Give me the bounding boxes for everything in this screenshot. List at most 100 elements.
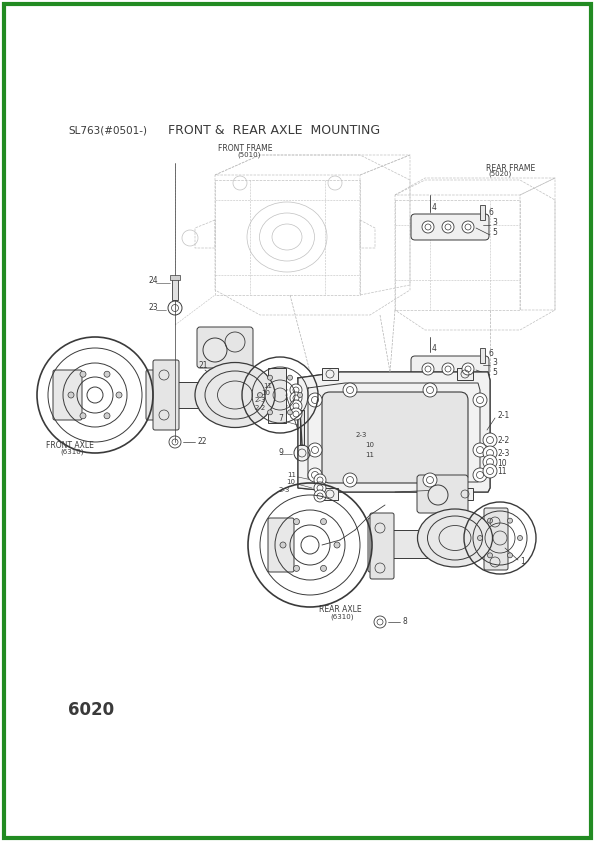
FancyBboxPatch shape bbox=[370, 513, 394, 579]
Circle shape bbox=[473, 393, 487, 407]
Circle shape bbox=[462, 221, 474, 233]
Text: 2-1: 2-1 bbox=[497, 411, 509, 419]
Bar bbox=[172, 278, 178, 300]
Text: (6310): (6310) bbox=[60, 449, 84, 456]
Bar bbox=[480, 348, 485, 363]
Circle shape bbox=[287, 410, 293, 415]
FancyBboxPatch shape bbox=[484, 508, 508, 570]
Text: 6: 6 bbox=[488, 207, 493, 216]
Circle shape bbox=[422, 363, 434, 375]
Text: 2-3: 2-3 bbox=[255, 397, 266, 403]
Ellipse shape bbox=[418, 509, 493, 567]
Circle shape bbox=[287, 376, 293, 381]
Circle shape bbox=[334, 542, 340, 548]
Circle shape bbox=[80, 371, 86, 377]
Bar bbox=[457, 368, 473, 380]
Text: 3: 3 bbox=[492, 358, 497, 366]
Text: 22: 22 bbox=[197, 436, 206, 445]
Text: 10: 10 bbox=[261, 390, 270, 396]
Text: 1: 1 bbox=[520, 557, 525, 567]
FancyBboxPatch shape bbox=[268, 518, 294, 572]
Bar bbox=[457, 488, 473, 500]
Text: FRONT AXLE: FRONT AXLE bbox=[46, 440, 94, 450]
Circle shape bbox=[314, 482, 326, 494]
Text: 9: 9 bbox=[278, 447, 283, 456]
FancyBboxPatch shape bbox=[53, 370, 82, 420]
Text: (5020): (5020) bbox=[488, 171, 511, 178]
Circle shape bbox=[290, 400, 302, 412]
Circle shape bbox=[321, 565, 327, 572]
Text: 6020: 6020 bbox=[68, 701, 114, 719]
Text: 21: 21 bbox=[198, 360, 208, 370]
Text: 5: 5 bbox=[492, 367, 497, 376]
Polygon shape bbox=[298, 372, 490, 492]
Circle shape bbox=[442, 363, 454, 375]
Bar bbox=[300, 410, 304, 445]
Bar bbox=[480, 205, 485, 220]
Circle shape bbox=[104, 413, 110, 418]
Text: 4: 4 bbox=[432, 202, 437, 211]
Circle shape bbox=[483, 433, 497, 447]
FancyBboxPatch shape bbox=[146, 370, 170, 420]
Circle shape bbox=[508, 553, 512, 557]
Bar bbox=[488, 512, 506, 567]
Text: 11: 11 bbox=[287, 472, 296, 478]
Text: FRONT FRAME: FRONT FRAME bbox=[218, 143, 273, 152]
Circle shape bbox=[308, 443, 322, 457]
Circle shape bbox=[423, 383, 437, 397]
Circle shape bbox=[422, 221, 434, 233]
Circle shape bbox=[80, 413, 86, 418]
Circle shape bbox=[462, 363, 474, 375]
Text: 4: 4 bbox=[432, 344, 437, 353]
FancyBboxPatch shape bbox=[153, 360, 179, 430]
Circle shape bbox=[423, 473, 437, 487]
Text: 8: 8 bbox=[402, 616, 407, 626]
Circle shape bbox=[104, 371, 110, 377]
Circle shape bbox=[293, 519, 299, 525]
Text: 23: 23 bbox=[148, 302, 158, 312]
Circle shape bbox=[290, 408, 302, 420]
Bar bbox=[388, 530, 438, 558]
Circle shape bbox=[343, 473, 357, 487]
Text: SL763(#0501-): SL763(#0501-) bbox=[68, 125, 147, 135]
Text: 5: 5 bbox=[492, 227, 497, 237]
Bar bbox=[322, 368, 338, 380]
FancyBboxPatch shape bbox=[197, 327, 253, 368]
Circle shape bbox=[268, 410, 273, 415]
Circle shape bbox=[68, 392, 74, 398]
Circle shape bbox=[308, 468, 322, 482]
Circle shape bbox=[483, 446, 497, 460]
Circle shape bbox=[343, 383, 357, 397]
Text: FRONT &  REAR AXLE  MOUNTING: FRONT & REAR AXLE MOUNTING bbox=[168, 124, 380, 136]
Circle shape bbox=[290, 384, 302, 396]
Circle shape bbox=[268, 376, 273, 381]
Circle shape bbox=[293, 565, 299, 572]
Circle shape bbox=[518, 536, 522, 541]
Circle shape bbox=[116, 392, 122, 398]
Text: 2-3: 2-3 bbox=[356, 432, 367, 438]
Circle shape bbox=[487, 518, 493, 523]
Circle shape bbox=[473, 443, 487, 457]
Circle shape bbox=[473, 468, 487, 482]
Text: (6310): (6310) bbox=[330, 614, 354, 621]
Text: 10: 10 bbox=[286, 479, 295, 485]
Text: 10: 10 bbox=[497, 459, 506, 467]
FancyBboxPatch shape bbox=[368, 518, 390, 572]
Text: 11: 11 bbox=[497, 466, 506, 476]
Circle shape bbox=[290, 392, 302, 404]
Circle shape bbox=[508, 518, 512, 523]
Circle shape bbox=[483, 455, 497, 469]
FancyBboxPatch shape bbox=[411, 356, 489, 382]
Text: 10: 10 bbox=[365, 442, 374, 448]
Bar bbox=[268, 368, 286, 423]
Text: 6: 6 bbox=[488, 349, 493, 358]
Circle shape bbox=[321, 519, 327, 525]
FancyBboxPatch shape bbox=[417, 475, 468, 513]
FancyBboxPatch shape bbox=[411, 214, 489, 240]
Text: 24: 24 bbox=[148, 275, 158, 285]
Circle shape bbox=[298, 392, 302, 397]
FancyBboxPatch shape bbox=[322, 392, 468, 483]
Circle shape bbox=[442, 221, 454, 233]
Circle shape bbox=[314, 490, 326, 502]
Text: 2-3: 2-3 bbox=[278, 487, 290, 493]
